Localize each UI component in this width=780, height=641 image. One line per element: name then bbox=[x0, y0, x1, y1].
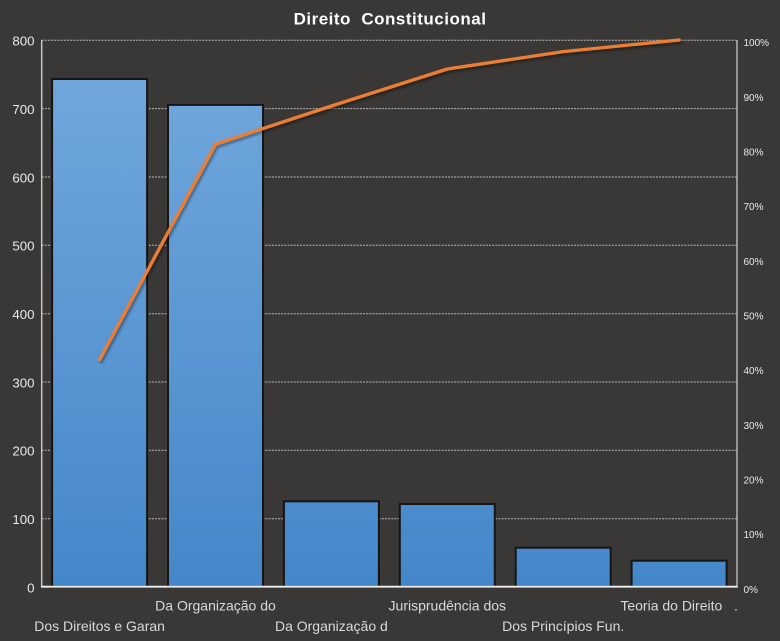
svg-text:10%: 10% bbox=[744, 530, 764, 541]
svg-text:60%: 60% bbox=[744, 257, 764, 268]
svg-text:70%: 70% bbox=[744, 202, 764, 213]
svg-text:Da Organização do: Da Organização do bbox=[155, 597, 276, 613]
svg-text:0%: 0% bbox=[744, 585, 759, 596]
svg-text:100: 100 bbox=[12, 512, 34, 527]
svg-text:40%: 40% bbox=[744, 366, 764, 377]
svg-text:Da Organização d: Da Organização d bbox=[275, 618, 388, 634]
svg-text:50%: 50% bbox=[744, 312, 764, 323]
svg-text:Jurisprudência dos: Jurisprudência dos bbox=[389, 597, 507, 613]
svg-text:Teoria do Direito .: Teoria do Direito . bbox=[620, 597, 738, 613]
svg-text:300: 300 bbox=[12, 375, 34, 390]
svg-text:Direito Constitucional: Direito Constitucional bbox=[294, 9, 487, 28]
svg-text:30%: 30% bbox=[744, 421, 764, 432]
svg-text:500: 500 bbox=[12, 239, 34, 254]
svg-text:80%: 80% bbox=[744, 148, 764, 159]
svg-text:800: 800 bbox=[12, 34, 34, 49]
svg-text:0: 0 bbox=[27, 580, 34, 595]
svg-text:Dos Princípios Fun.: Dos Princípios Fun. bbox=[502, 618, 624, 634]
svg-text:600: 600 bbox=[12, 170, 34, 185]
svg-text:400: 400 bbox=[12, 307, 34, 322]
svg-text:200: 200 bbox=[12, 444, 34, 459]
svg-text:Dos Direitos e Garan: Dos Direitos e Garan bbox=[34, 618, 165, 634]
svg-text:100%: 100% bbox=[744, 38, 770, 49]
svg-text:700: 700 bbox=[12, 102, 34, 117]
svg-text:90%: 90% bbox=[744, 93, 764, 104]
svg-text:20%: 20% bbox=[744, 476, 764, 487]
